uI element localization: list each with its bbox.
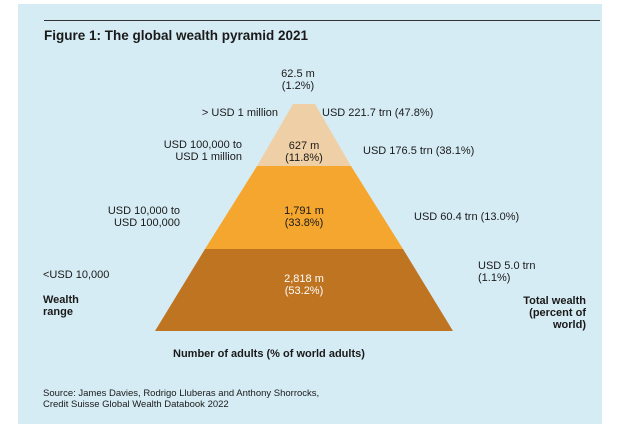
tier-upper-middle-range: USD 100,000 to USD 1 million [118,139,242,163]
tier-lower-middle-range-line1: USD 10,000 to [107,205,180,217]
source-note: Source: James Davies, Rodrigo Lluberas a… [43,388,319,410]
pyramid-svg [155,104,453,331]
tier-lower-middle-adults: 1,791 m (33.8%) [274,205,334,229]
tier-base-wealth-line2: (1.1%) [478,272,511,284]
title-rule [44,20,600,21]
tier-base-wealth-line1: USD 5.0 trn [478,260,536,272]
tier-upper-middle-adults-value: 627 m [288,140,320,152]
tier-upper-middle-wealth: USD 176.5 trn (38.1%) [363,145,475,157]
source-line1: Source: James Davies, Rodrigo Lluberas a… [43,388,320,399]
x-axis-label: Number of adults (% of world adults) [173,348,365,360]
tier-upper-middle-adults: 627 m (11.8%) [274,140,334,164]
tier-upper-middle-range-line1: USD 100,000 to [163,139,242,151]
tier-upper-middle-segment [257,104,351,166]
tier-base-range: <USD 10,000 [43,269,110,281]
tier-lower-middle-segment [205,166,403,249]
tier-base-adults-value: 2,818 m [284,273,324,285]
tier-lower-middle-wealth: USD 60.4 trn (13.0%) [414,211,520,223]
source-line2: Credit Suisse Global Wealth Databook 202… [43,399,229,410]
figure-panel: Figure 1: The global wealth pyramid 2021… [18,4,602,424]
tier-upper-middle-range-line2: USD 1 million [175,151,242,163]
right-axis-label-line3: world) [553,319,586,331]
tier-lower-middle-range-line2: USD 100,000 [113,217,180,229]
left-axis-label-line1: Wealth [43,294,79,306]
left-axis-label-line2: range [43,306,73,318]
tier-top-adults-pct: (1.2%) [281,80,315,92]
tier-lower-middle-adults-pct: (33.8%) [284,217,324,229]
tier-top-wealth: USD 221.7 trn (47.8%) [322,107,434,119]
tier-lower-middle-range: USD 10,000 to USD 100,000 [68,205,180,229]
tier-top-range: > USD 1 million [201,107,278,119]
chart-title: Figure 1: The global wealth pyramid 2021 [44,28,309,43]
tier-lower-middle-adults-value: 1,791 m [284,205,324,217]
tier-base-adults: 2,818 m (53.2%) [274,273,334,297]
tier-top-adults-value: 62.5 m [281,68,315,80]
left-axis-label: Wealth range [43,294,79,318]
right-axis-label-line1: Total wealth [523,295,586,307]
tier-base-wealth: USD 5.0 trn (1.1%) [478,260,535,284]
right-axis-label: Total wealth (percent of world) [480,295,586,331]
tier-base-segment [155,249,453,331]
tier-base-adults-pct: (53.2%) [284,285,324,297]
right-axis-label-line2: (percent of [529,307,586,319]
tier-top-adults: 62.5 m (1.2%) [268,68,328,92]
tier-upper-middle-adults-pct: (11.8%) [285,152,323,164]
